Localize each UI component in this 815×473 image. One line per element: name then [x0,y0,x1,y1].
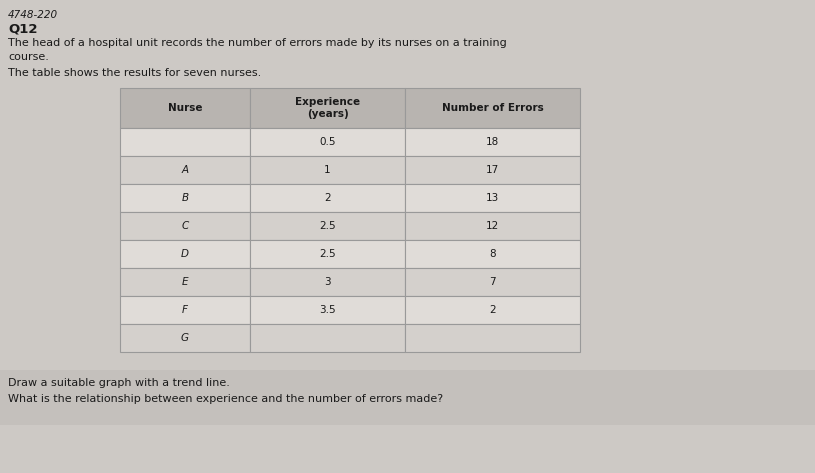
Text: B: B [182,193,188,203]
Bar [405,88,580,128]
Bar [120,268,250,296]
Text: 2.5: 2.5 [319,221,336,231]
Bar [250,156,405,184]
Bar [120,184,250,212]
Bar [120,156,250,184]
Text: 2: 2 [324,193,331,203]
Bar [0,370,815,425]
Bar [250,212,405,240]
Bar [405,184,580,212]
Text: 2.5: 2.5 [319,249,336,259]
Text: Number of Errors: Number of Errors [442,103,544,113]
Text: course.: course. [8,52,49,62]
Text: Nurse: Nurse [168,103,202,113]
Bar [120,296,250,324]
Bar [405,240,580,268]
Text: Experience
(years): Experience (years) [295,97,360,119]
Text: 3.5: 3.5 [319,305,336,315]
Text: A: A [182,165,188,175]
Text: 7: 7 [489,277,496,287]
Bar [120,128,250,156]
Bar [405,128,580,156]
Text: Q12: Q12 [8,22,37,35]
Bar [250,296,405,324]
Bar [405,324,580,352]
Text: E: E [182,277,188,287]
Text: G: G [181,333,189,343]
Bar [120,88,250,128]
Text: 0.5: 0.5 [319,137,336,147]
Bar [405,156,580,184]
Text: Draw a suitable graph with a trend line.: Draw a suitable graph with a trend line. [8,378,230,388]
Text: 8: 8 [489,249,496,259]
Text: The table shows the results for seven nurses.: The table shows the results for seven nu… [8,68,262,78]
Text: The head of a hospital unit records the number of errors made by its nurses on a: The head of a hospital unit records the … [8,38,507,48]
Bar [250,240,405,268]
Text: 18: 18 [486,137,499,147]
Text: 1: 1 [324,165,331,175]
Text: 17: 17 [486,165,499,175]
Bar [250,268,405,296]
Text: C: C [182,221,188,231]
Text: 12: 12 [486,221,499,231]
Bar [405,268,580,296]
Bar [250,324,405,352]
Bar [405,296,580,324]
Text: 13: 13 [486,193,499,203]
Bar [120,212,250,240]
Bar [250,184,405,212]
Bar [120,240,250,268]
Bar [250,88,405,128]
Text: 4748-220: 4748-220 [8,10,58,20]
Bar [120,324,250,352]
Bar [250,128,405,156]
Text: 2: 2 [489,305,496,315]
Bar [405,212,580,240]
Text: 3: 3 [324,277,331,287]
Text: F: F [182,305,188,315]
Text: D: D [181,249,189,259]
Text: What is the relationship between experience and the number of errors made?: What is the relationship between experie… [8,394,443,404]
